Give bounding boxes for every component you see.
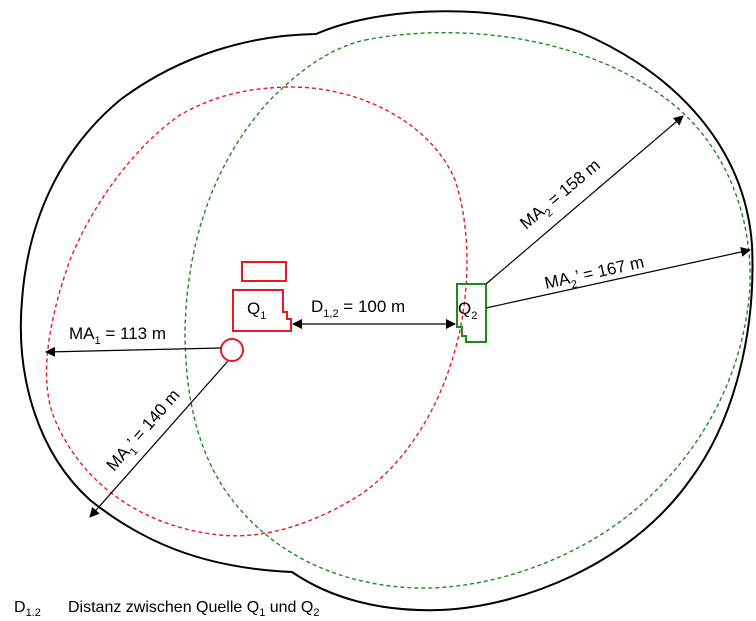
q1-building-small xyxy=(241,261,287,282)
ma1-arrow xyxy=(45,346,222,357)
ma1-label: MA1 = 113 m xyxy=(69,324,166,347)
q1-label: Q1 xyxy=(247,299,266,322)
legend-symbol: D1.2 xyxy=(14,599,41,619)
ma2p-arrow xyxy=(485,247,751,309)
q1-point-source xyxy=(220,338,244,362)
ma1p-arrow xyxy=(89,360,229,518)
q2-label: Q2 xyxy=(458,299,477,322)
ma2p-label: MA2’ = 167 m xyxy=(543,252,647,296)
ma2-arrow xyxy=(485,115,684,285)
ma2-label: MA2 = 158 m xyxy=(516,155,606,236)
outer-envelope xyxy=(19,10,754,612)
ma1p-label: MA1’ = 140 m xyxy=(103,386,187,478)
q1-building-main xyxy=(232,289,292,332)
q2-range-boundary xyxy=(184,32,751,589)
q1-range-boundary xyxy=(45,86,468,537)
q2-building xyxy=(456,283,487,343)
legend-description: Distanz zwischen Quelle Q1 und Q2 xyxy=(68,599,319,619)
d12-label: D1,2 = 100 m xyxy=(311,297,405,320)
